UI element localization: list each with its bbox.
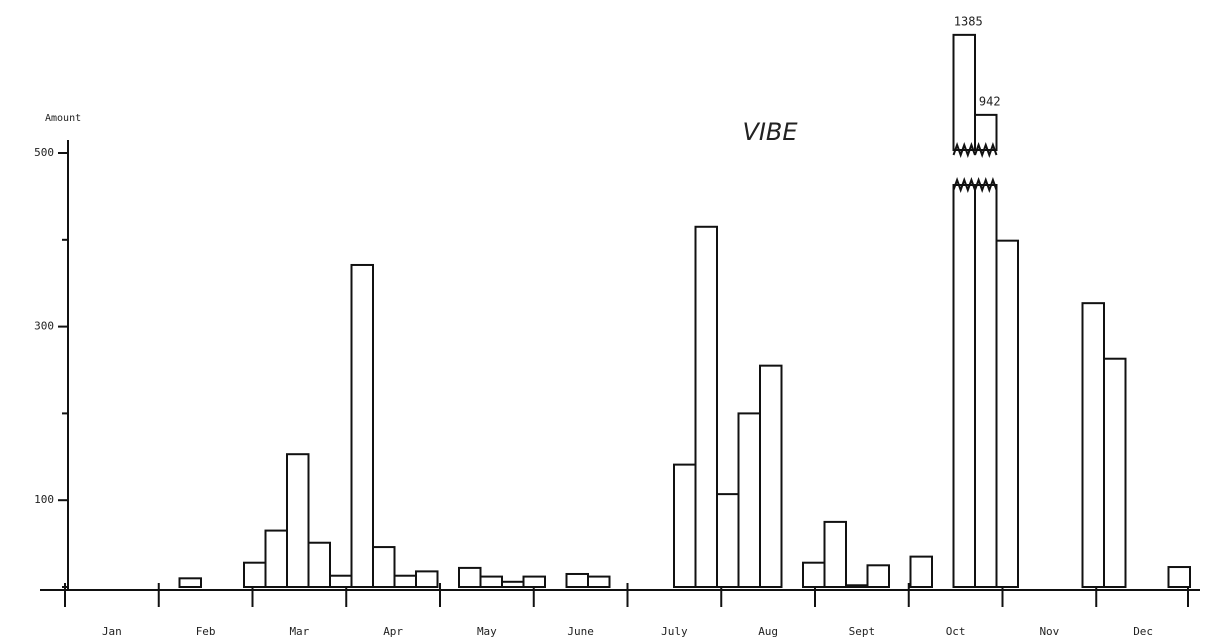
data-label: 942: [979, 94, 1001, 108]
bar: [264, 529, 288, 589]
x-month-label: Mar: [289, 625, 309, 638]
bar: [372, 546, 396, 589]
x-month-label: July: [661, 625, 688, 638]
y-tick-label: 100: [34, 493, 54, 506]
bar: [479, 575, 503, 588]
x-month-label: Aug: [758, 625, 778, 638]
bar: [243, 561, 267, 588]
bar: [737, 412, 761, 588]
break-mark: [974, 177, 998, 193]
bar: [802, 561, 826, 588]
bar: [759, 364, 783, 588]
bar: [329, 574, 353, 589]
bar: [952, 184, 976, 588]
bar-upper: [952, 33, 976, 151]
bar: [694, 225, 718, 588]
bar-upper: [974, 113, 998, 151]
bar: [974, 184, 998, 588]
x-month-label: Jan: [102, 625, 122, 638]
bar: [178, 577, 202, 589]
x-month-label: Nov: [1039, 625, 1059, 638]
bar: [286, 453, 310, 589]
x-month-label: Sept: [849, 625, 876, 638]
bar: [415, 570, 439, 588]
bar: [458, 566, 482, 588]
bar: [350, 263, 374, 588]
bar: [501, 580, 525, 588]
bar: [393, 574, 417, 589]
bar: [1167, 566, 1191, 589]
bar: [716, 493, 740, 588]
break-mark: [952, 177, 976, 193]
break-mark: [952, 142, 976, 158]
bar: [823, 520, 847, 589]
y-axis-label: Amount: [45, 113, 81, 124]
x-month-label: Oct: [946, 625, 966, 638]
bar: [995, 239, 1019, 588]
y-tick-label: 300: [34, 320, 54, 333]
x-month-label: June: [567, 625, 594, 638]
break-mark: [974, 142, 998, 158]
bar: [909, 555, 933, 588]
y-tick-label: 500: [34, 146, 54, 159]
x-month-label: Feb: [196, 625, 216, 638]
bar: [307, 541, 331, 588]
bar: [565, 572, 589, 588]
bar: [587, 575, 611, 588]
bar: [845, 584, 869, 588]
bar: [866, 564, 890, 588]
bar: [1103, 357, 1127, 588]
bar: [1081, 302, 1105, 588]
bar: [673, 463, 697, 588]
bar: [522, 575, 546, 588]
chart-title: VIBE: [742, 118, 798, 146]
x-month-label: Apr: [383, 625, 403, 638]
x-month-label: Dec: [1133, 625, 1153, 638]
data-label: 1385: [954, 14, 983, 28]
x-month-label: May: [477, 625, 497, 638]
